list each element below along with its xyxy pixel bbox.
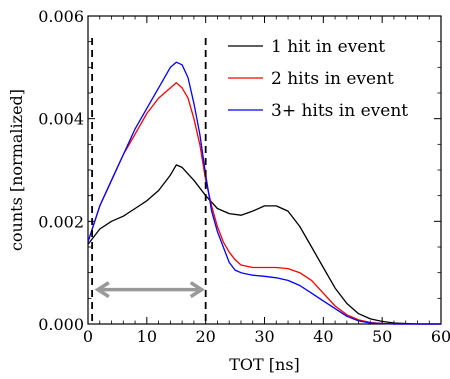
- series-line-3: [87, 61, 441, 325]
- legend-label-1: 1 hit in event: [271, 37, 385, 57]
- y-tick-label: 0.000: [38, 315, 84, 334]
- y-tick-label: 0.004: [38, 110, 84, 129]
- x-tick-label: 50: [372, 327, 392, 346]
- y-tick-label: 0.002: [38, 212, 84, 231]
- legend-label-3: 3+ hits in event: [271, 101, 408, 121]
- x-tick-label: 60: [431, 327, 450, 346]
- x-tick-label: 40: [313, 327, 333, 346]
- y-tick-label: 0.006: [38, 7, 84, 26]
- series-line-2: [87, 82, 441, 325]
- range-arrow-head-left: [94, 281, 110, 299]
- range-arrow-head-right: [189, 281, 205, 299]
- y-axis-label: counts [normalized]: [7, 89, 26, 251]
- x-axis-label: TOT [ns]: [229, 355, 300, 374]
- series-line-1: [87, 164, 441, 325]
- x-tick-label: 0: [83, 327, 93, 346]
- plot-frame: [87, 15, 442, 325]
- legend-label-2: 2 hits in event: [271, 69, 394, 89]
- x-tick-label: 10: [137, 327, 157, 346]
- x-tick-label: 30: [254, 327, 274, 346]
- x-tick-label: 20: [195, 327, 215, 346]
